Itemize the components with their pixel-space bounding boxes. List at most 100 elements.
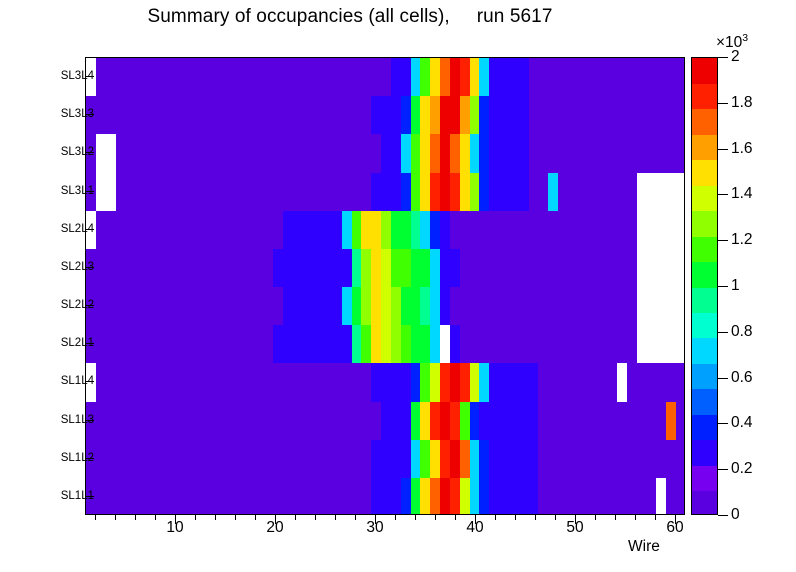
heatmap-cell xyxy=(361,363,372,403)
heatmap-cell xyxy=(469,477,481,514)
heatmap-cell xyxy=(558,96,569,135)
heatmap-cell xyxy=(676,325,684,364)
heatmap-cell xyxy=(341,172,353,212)
heatmap-cell xyxy=(204,439,215,479)
heatmap-cell xyxy=(115,172,126,212)
heatmap-cell xyxy=(272,325,284,364)
heatmap-cell xyxy=(272,287,284,326)
heatmap-cell xyxy=(400,96,412,135)
heatmap-cell xyxy=(518,287,530,326)
heatmap-cell xyxy=(233,134,244,174)
heatmap-cell xyxy=(607,477,618,514)
heatmap-cell xyxy=(95,134,107,174)
heatmap-cell xyxy=(489,96,500,135)
color-scale-tick xyxy=(718,148,728,150)
heatmap-cell xyxy=(538,210,549,250)
heatmap-cell xyxy=(400,172,412,212)
heatmap-cell xyxy=(617,477,628,514)
heatmap-cell xyxy=(302,439,313,479)
color-scale-label-1.2: 1.2 xyxy=(731,231,753,249)
heatmap-cell xyxy=(577,287,589,326)
heatmap-cell xyxy=(587,58,599,97)
heatmap-cell xyxy=(479,134,490,174)
heatmap-cell xyxy=(145,363,156,403)
heatmap-cell xyxy=(479,401,490,441)
heatmap-cell xyxy=(135,58,146,97)
heatmap-cell xyxy=(194,58,205,97)
color-scale-label-0: 0 xyxy=(731,506,740,523)
heatmap-cell xyxy=(410,210,422,250)
heatmap-cell xyxy=(410,58,422,97)
color-scale-segment xyxy=(692,439,717,466)
heatmap-cell xyxy=(312,287,323,326)
y-axis-tick xyxy=(85,76,94,78)
heatmap-cell xyxy=(626,134,638,174)
heatmap-cell xyxy=(420,96,431,135)
heatmap-cell xyxy=(548,134,559,174)
heatmap-cell xyxy=(646,477,658,514)
heatmap-cell xyxy=(499,325,510,364)
heatmap-cell xyxy=(194,477,205,514)
x-axis-tick xyxy=(95,515,96,520)
heatmap-cell xyxy=(400,248,412,288)
heatmap-cell xyxy=(381,363,392,403)
heatmap-cell xyxy=(508,210,520,250)
heatmap-cell xyxy=(646,248,658,288)
heatmap-cell xyxy=(597,58,608,97)
heatmap-cell xyxy=(567,134,579,174)
color-scale-tick xyxy=(718,102,728,104)
heatmap-cell xyxy=(390,172,402,212)
y-axis-tick xyxy=(85,419,94,421)
heatmap-cell xyxy=(282,172,294,212)
heatmap-cell xyxy=(548,401,559,441)
heatmap-cell xyxy=(420,172,431,212)
heatmap-cell xyxy=(400,401,412,441)
heatmap-cell xyxy=(518,210,530,250)
heatmap-cell xyxy=(105,325,117,364)
heatmap-cell xyxy=(440,325,451,364)
heatmap-cell xyxy=(312,172,323,212)
x-axis-tick xyxy=(675,515,676,524)
heatmap-cell xyxy=(282,248,294,288)
color-scale-segment xyxy=(692,134,717,161)
heatmap-cell xyxy=(459,439,471,479)
heatmap-cell xyxy=(676,172,684,212)
heatmap-cell xyxy=(617,58,628,97)
heatmap-cell xyxy=(469,134,481,174)
heatmap-cell xyxy=(548,477,559,514)
heatmap-cell xyxy=(145,325,156,364)
heatmap-cell xyxy=(390,134,402,174)
heatmap-cell xyxy=(381,96,392,135)
heatmap-cell xyxy=(499,58,510,97)
heatmap-cell xyxy=(390,401,402,441)
heatmap-cell xyxy=(518,363,530,403)
heatmap-cell xyxy=(430,363,441,403)
heatmap-cell xyxy=(390,210,402,250)
heatmap-cell xyxy=(86,210,97,250)
heatmap-cell xyxy=(459,287,471,326)
color-scale-label-2: 2 xyxy=(731,48,740,65)
heatmap-cell xyxy=(656,477,667,514)
heatmap-cell xyxy=(548,96,559,135)
color-scale-label-0.6: 0.6 xyxy=(731,368,753,386)
heatmap-cell xyxy=(597,210,608,250)
heatmap-cell xyxy=(125,172,136,212)
color-scale-segment xyxy=(692,159,717,186)
heatmap-cell xyxy=(508,134,520,174)
heatmap-cell xyxy=(528,58,540,97)
y-axis-tick xyxy=(85,495,94,497)
heatmap-cell xyxy=(145,58,156,97)
heatmap-cell xyxy=(361,439,372,479)
heatmap-cell xyxy=(272,210,284,250)
heatmap-cell xyxy=(174,477,185,514)
heatmap-cell xyxy=(558,401,569,441)
heatmap-cell xyxy=(243,401,254,441)
heatmap-cell xyxy=(223,58,235,97)
heatmap-cell xyxy=(213,134,225,174)
heatmap-cell xyxy=(617,248,628,288)
heatmap-cell xyxy=(528,477,540,514)
heatmap-cell xyxy=(194,439,205,479)
heatmap-plot-area[interactable] xyxy=(85,57,685,515)
heatmap-cell xyxy=(528,248,540,288)
heatmap-cell xyxy=(125,439,136,479)
